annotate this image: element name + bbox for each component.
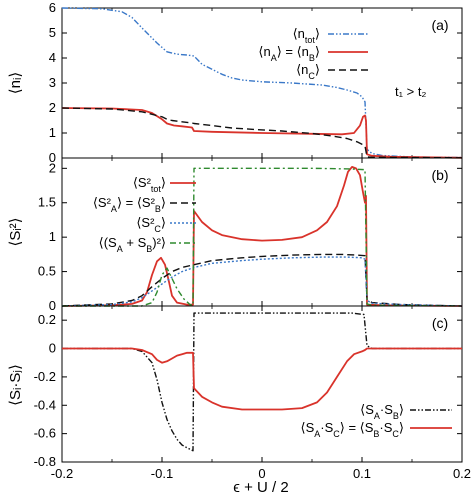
panel-a-ylabel: ⟨nᵢ⟩ — [7, 72, 24, 94]
x-tick-label: 0.1 — [353, 466, 371, 481]
y-tick-label: -0.4 — [34, 397, 56, 412]
y-tick-label: 6 — [49, 0, 56, 15]
x-tick-label: -0.2 — [51, 466, 73, 481]
panel-c-ylabel: ⟨Sᵢ·Sⱼ⟩ — [7, 364, 24, 406]
panel-b-ylabel: ⟨Sᵢ²⟩ — [7, 217, 24, 246]
plot-frame — [61, 157, 463, 307]
x-tick-label: 0 — [258, 466, 265, 481]
y-tick-label: 1 — [49, 125, 56, 140]
y-tick-label: 0 — [49, 298, 56, 313]
y-tick-label: 2 — [49, 160, 56, 175]
series-line-0 — [61, 166, 463, 307]
legend-label-0: ⟨ntot⟩ — [293, 26, 320, 45]
y-tick-label: 1.5 — [38, 195, 56, 210]
panel-label: (b) — [431, 167, 448, 183]
series-line-3 — [62, 167, 463, 307]
y-tick-label: -0.8 — [34, 454, 56, 469]
legend-label-1: ⟨nA⟩ = ⟨nB⟩ — [258, 44, 320, 63]
y-tick-label: 0 — [49, 341, 56, 356]
series-line-0 — [61, 7, 463, 159]
y-tick-label: 4 — [49, 50, 56, 65]
series-line-2 — [61, 107, 463, 159]
plot-frame — [61, 7, 463, 159]
y-tick-label: -0.2 — [34, 369, 56, 384]
series-line-1 — [61, 253, 463, 307]
x-axis-label: ϵ + U / 2 — [233, 479, 288, 496]
series-line-0 — [62, 312, 462, 452]
legend-label-1: ⟨S²A⟩ = ⟨S²B⟩ — [93, 195, 166, 214]
y-tick-label: 0.2 — [38, 312, 56, 327]
legend-label-1: ⟨SA·SC⟩ = ⟨SB·SC⟩ — [301, 420, 405, 439]
legend-label-3: ⟨(SA + SB)²⟩ — [99, 235, 166, 254]
y-tick-label: 0 — [49, 150, 56, 165]
legend-label-0: ⟨SA·SB⟩ — [360, 402, 404, 421]
y-tick-label: 0.5 — [38, 264, 56, 279]
series-line-1 — [61, 107, 463, 159]
x-tick-label: -0.1 — [151, 466, 173, 481]
y-tick-label: 5 — [49, 25, 56, 40]
legend-label-2: ⟨nC⟩ — [296, 62, 320, 81]
y-tick-label: -0.6 — [34, 426, 56, 441]
panel-b: ⟨Sᵢ²⟩ 0 0.5 1 1.5 2 (b) ⟨S²tot⟩⟨S²A⟩ = ⟨S²B⟩⟨S… — [7, 157, 463, 313]
legend-label-0: ⟨S²tot⟩ — [133, 175, 166, 194]
plot-frame — [61, 305, 463, 463]
panel-a: ⟨nᵢ⟩ 0 1 2 3 4 5 6 (a) ⟨ntot⟩⟨nA⟩ = ⟨nB⟩⟨nC⟩ t₁ >… — [7, 0, 463, 165]
legend-label-2: ⟨S²C⟩ — [136, 215, 166, 234]
panel-c: ⟨Sᵢ·Sⱼ⟩ ϵ + U / 2 -0.2 -0.1 0 0.1 0.2-0.8-0.… — [7, 305, 471, 496]
panel-label: (c) — [432, 315, 448, 331]
y-tick-label: 2 — [49, 100, 56, 115]
y-tick-label: 1 — [49, 229, 56, 244]
y-tick-label: 3 — [49, 75, 56, 90]
series-line-2 — [61, 256, 463, 307]
series-line-1 — [62, 347, 462, 411]
annotation: t₁ > t₂ — [395, 84, 426, 99]
x-tick-label: 0.2 — [453, 466, 471, 481]
panel-label: (a) — [431, 17, 448, 33]
